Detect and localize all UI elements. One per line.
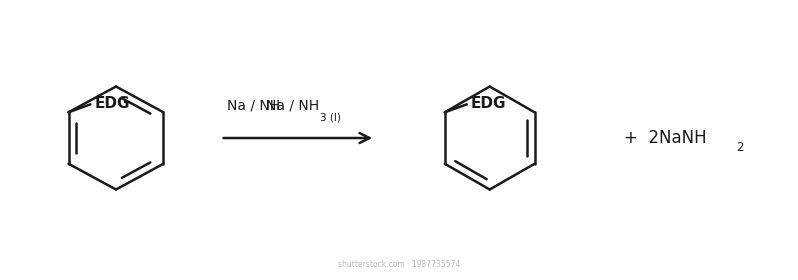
Text: 2: 2 <box>736 141 743 155</box>
Text: Na / NH: Na / NH <box>227 98 280 112</box>
Text: 3 (l): 3 (l) <box>320 112 341 122</box>
Text: EDG: EDG <box>471 96 506 111</box>
Text: Na / NH: Na / NH <box>267 98 319 112</box>
Text: EDG: EDG <box>94 96 130 111</box>
Text: shutterstock.com · 1987735574: shutterstock.com · 1987735574 <box>338 260 460 269</box>
Text: +  2NaNH: + 2NaNH <box>624 129 707 147</box>
